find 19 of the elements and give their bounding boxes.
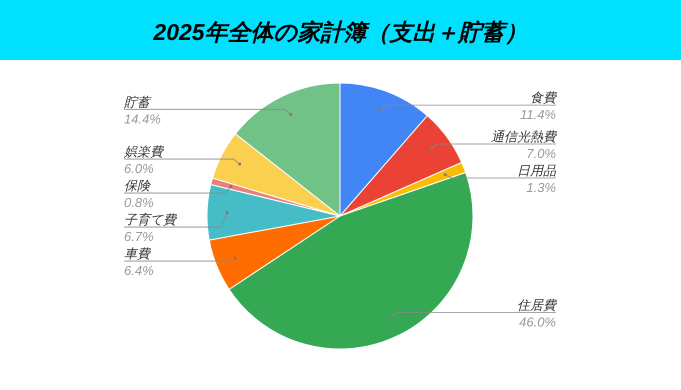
slice-label: 貯蓄: [123, 94, 152, 110]
slice-label: 日用品: [517, 162, 557, 178]
data-label: 0.8%: [124, 195, 154, 210]
slice-label: 通信光熱費: [491, 128, 558, 144]
chart-title: 2025年全体の家計簿（支出＋貯蓄）: [152, 19, 528, 45]
data-label: 14.4%: [124, 111, 161, 126]
slice-label: 保険: [124, 178, 151, 194]
slice-label: 車費: [124, 246, 152, 262]
data-label: 6.7%: [124, 229, 154, 244]
data-label: 1.3%: [526, 180, 556, 195]
data-label: 11.4%: [520, 107, 556, 122]
slice-label: 食費: [530, 90, 558, 106]
data-label: 6.0%: [124, 161, 154, 176]
slice-label: 娯楽費: [123, 144, 165, 160]
data-label: 6.4%: [124, 263, 154, 278]
slice-label: 住居費: [517, 297, 558, 312]
slice-label: 子育て費: [124, 212, 178, 228]
data-label: 7.0%: [526, 146, 556, 161]
data-label: 46.0%: [519, 314, 556, 330]
